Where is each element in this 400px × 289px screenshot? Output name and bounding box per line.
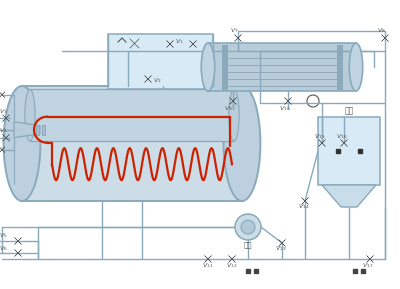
Polygon shape xyxy=(302,197,308,205)
Text: $V_{12}$: $V_{12}$ xyxy=(226,262,238,271)
Polygon shape xyxy=(278,240,286,247)
Polygon shape xyxy=(166,40,174,47)
Polygon shape xyxy=(14,238,22,244)
Polygon shape xyxy=(228,255,236,262)
Polygon shape xyxy=(144,75,152,82)
Text: $V_{16}$: $V_{16}$ xyxy=(336,133,348,141)
Text: $V_1$: $V_1$ xyxy=(175,38,184,47)
Polygon shape xyxy=(278,240,286,247)
Text: 料桶: 料桶 xyxy=(344,107,354,116)
Bar xyxy=(318,117,380,185)
Bar xyxy=(208,43,356,91)
Polygon shape xyxy=(302,197,308,205)
Polygon shape xyxy=(14,249,22,257)
Polygon shape xyxy=(2,134,10,141)
Text: $V_{17}$: $V_{17}$ xyxy=(362,262,374,271)
Bar xyxy=(130,39,139,48)
Polygon shape xyxy=(204,255,212,262)
Text: $V_5$: $V_5$ xyxy=(0,231,8,240)
Polygon shape xyxy=(284,97,292,105)
Polygon shape xyxy=(382,34,388,42)
Polygon shape xyxy=(190,40,196,47)
Text: $V_{15}$: $V_{15}$ xyxy=(314,133,326,141)
Polygon shape xyxy=(318,140,326,147)
Bar xyxy=(42,125,45,135)
Text: $V_4$: $V_4$ xyxy=(0,126,8,135)
Ellipse shape xyxy=(201,43,215,91)
Text: $V_{13}$: $V_{13}$ xyxy=(275,244,286,253)
Polygon shape xyxy=(0,92,5,98)
Polygon shape xyxy=(2,115,10,122)
Text: $V_9$: $V_9$ xyxy=(224,105,233,114)
Text: $V_8$: $V_8$ xyxy=(377,27,386,36)
Ellipse shape xyxy=(224,86,260,201)
Polygon shape xyxy=(166,40,174,47)
Text: $V_{14}$: $V_{14}$ xyxy=(298,203,310,212)
Polygon shape xyxy=(2,134,10,141)
Polygon shape xyxy=(190,40,196,47)
Text: $V_2$: $V_2$ xyxy=(153,77,162,86)
Ellipse shape xyxy=(229,90,239,141)
Polygon shape xyxy=(0,92,5,98)
Ellipse shape xyxy=(4,86,40,201)
Circle shape xyxy=(235,214,261,240)
Polygon shape xyxy=(230,97,236,105)
Text: $V_6$: $V_6$ xyxy=(0,244,8,253)
Bar xyxy=(222,45,227,89)
Circle shape xyxy=(241,220,255,234)
Bar xyxy=(36,125,39,135)
Polygon shape xyxy=(228,255,236,262)
Bar xyxy=(337,45,342,89)
Bar xyxy=(108,34,213,89)
Polygon shape xyxy=(0,147,5,153)
Polygon shape xyxy=(204,255,212,262)
Bar xyxy=(22,86,242,201)
Polygon shape xyxy=(322,185,376,207)
Polygon shape xyxy=(382,34,388,42)
Polygon shape xyxy=(14,238,22,244)
Text: 主泵: 主泵 xyxy=(244,242,252,248)
Polygon shape xyxy=(144,75,152,82)
Text: $V_{11}$: $V_{11}$ xyxy=(202,262,214,271)
Polygon shape xyxy=(366,255,374,262)
Polygon shape xyxy=(340,140,348,147)
Polygon shape xyxy=(340,140,348,147)
Polygon shape xyxy=(284,97,292,105)
Ellipse shape xyxy=(25,90,35,141)
Bar xyxy=(30,90,234,141)
Polygon shape xyxy=(14,249,22,257)
Polygon shape xyxy=(230,97,236,105)
Ellipse shape xyxy=(349,43,363,91)
Polygon shape xyxy=(234,34,242,42)
Polygon shape xyxy=(234,34,242,42)
Polygon shape xyxy=(366,255,374,262)
Polygon shape xyxy=(318,140,326,147)
Polygon shape xyxy=(2,115,10,122)
Text: $V_3$: $V_3$ xyxy=(0,107,8,116)
Text: $V_{10}$: $V_{10}$ xyxy=(279,105,290,114)
Polygon shape xyxy=(14,122,40,138)
Polygon shape xyxy=(0,147,5,153)
Text: $V_7$: $V_7$ xyxy=(230,27,239,36)
